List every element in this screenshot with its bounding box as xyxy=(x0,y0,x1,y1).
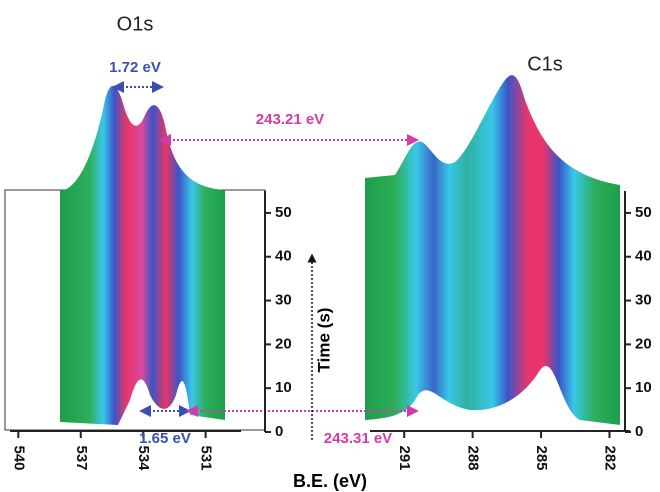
y-tick-label: 20 xyxy=(635,335,652,352)
y-tick-label: 10 xyxy=(275,379,292,396)
chart-title: O1s xyxy=(117,13,154,35)
annotation: 243.21 eV xyxy=(256,111,324,128)
x-tick-label: 540 xyxy=(10,445,27,470)
y-axis-label: Time (s) xyxy=(314,308,333,373)
y-tick-label: 10 xyxy=(635,379,652,396)
y-tick-label: 40 xyxy=(635,248,652,265)
x-tick-label: 291 xyxy=(396,445,413,470)
annotation: 243.31 eV xyxy=(324,430,392,447)
x-axis-label: B.E. (eV) xyxy=(293,471,367,491)
x-tick-label: 537 xyxy=(73,445,90,470)
y-tick-label: 0 xyxy=(635,423,643,440)
annotation: 1.72 eV xyxy=(109,59,161,76)
y-tick-label: 0 xyxy=(275,423,283,440)
chart-title: C1s xyxy=(527,53,563,75)
y-tick-label: 20 xyxy=(275,335,292,352)
x-tick-label: 531 xyxy=(198,445,215,470)
x-tick-label: 288 xyxy=(465,445,482,470)
annotation: 1.65 eV xyxy=(139,430,191,447)
y-tick-label: 30 xyxy=(635,292,652,309)
x-tick-label: 282 xyxy=(602,445,619,470)
o1s-surface xyxy=(60,85,225,425)
y-tick-label: 30 xyxy=(275,292,292,309)
c1s-surface xyxy=(365,75,620,426)
x-tick-label: 534 xyxy=(135,445,152,471)
x-tick-label: 285 xyxy=(533,445,550,470)
y-tick-label: 50 xyxy=(275,204,292,221)
y-tick-label: 50 xyxy=(635,204,652,221)
y-tick-label: 40 xyxy=(275,248,292,265)
